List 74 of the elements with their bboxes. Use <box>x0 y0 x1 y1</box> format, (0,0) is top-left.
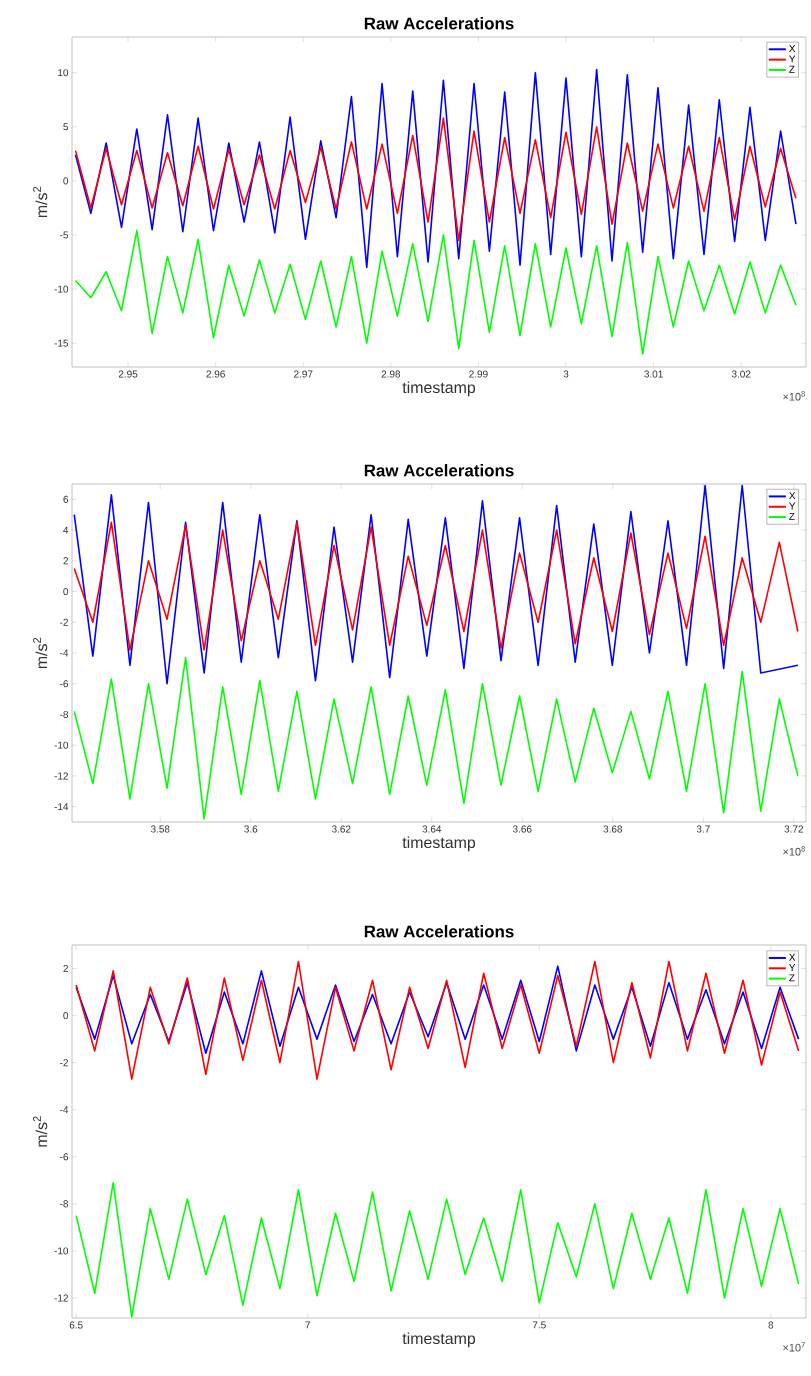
x-tick-label: 3.72 <box>784 825 803 833</box>
y-tick-label: -15 <box>54 339 69 347</box>
x-tick-label: 2.95 <box>118 370 138 378</box>
y-tick-label: -10 <box>54 1247 69 1255</box>
line-series <box>73 521 799 651</box>
x-tick-label: 6.5 <box>69 1321 83 1329</box>
x-tick-label: 3.68 <box>603 825 623 833</box>
line-series <box>74 117 797 242</box>
y-tick-label: 4 <box>63 526 69 534</box>
legend-label: X <box>789 953 796 961</box>
x-tick-label: 3.02 <box>731 370 751 378</box>
legend-label: Y <box>789 502 796 510</box>
y-tick-label: 5 <box>63 123 69 131</box>
x-tick-label: 2.96 <box>206 370 225 378</box>
x-axis-title: timestamp <box>402 1332 476 1348</box>
text: ×10$^{7}$ <box>783 1342 805 1352</box>
y-tick-label: -8 <box>60 1200 69 1208</box>
x-tick-label: 3.66 <box>512 825 532 833</box>
x-tick-label: 2.99 <box>469 370 488 378</box>
legend-label: Y <box>789 964 796 971</box>
x-tick-label: 3.7 <box>696 825 710 833</box>
y-tick-label: 10 <box>58 69 69 77</box>
y-tick-label: -8 <box>60 710 69 718</box>
x-axis-title: timestamp <box>402 381 476 397</box>
line-series <box>75 965 800 1055</box>
line-series <box>73 484 799 685</box>
x-tick-label: 7 <box>305 1321 310 1329</box>
y-axis-title: m/s$^{2}$ <box>33 1116 48 1147</box>
x-tick-label: 2.98 <box>381 370 401 378</box>
x-tick-label: 3 <box>563 370 569 378</box>
y-tick-label: -2 <box>60 618 68 626</box>
x-tick-label: 3.62 <box>331 825 351 833</box>
x-axis-title: timestamp <box>402 836 476 852</box>
legend-label: X <box>789 492 796 500</box>
legend-label: Y <box>789 55 796 63</box>
x-tick-label: 3.58 <box>150 825 170 833</box>
chart-title: Raw Accelerations <box>364 17 514 30</box>
y-tick-label: 0 <box>63 588 69 596</box>
y-tick-label: -2 <box>60 1059 68 1067</box>
y-tick-label: -10 <box>54 741 69 749</box>
text: ×10$^{8}$ <box>783 846 805 856</box>
x-tick-label: 2.97 <box>294 370 313 378</box>
text: ×10$^{8}$ <box>783 391 805 401</box>
x-tick-label: 7.5 <box>532 1321 546 1329</box>
y-tick-label: -14 <box>54 803 69 811</box>
x-tick-label: 3.6 <box>244 825 258 833</box>
x-tick-label: 8 <box>768 1321 774 1329</box>
y-tick-label: -12 <box>54 1294 68 1302</box>
x-tick-label: 3.64 <box>422 825 442 833</box>
x-tick-label: 3.01 <box>644 370 663 378</box>
y-tick-label: -4 <box>60 1106 69 1114</box>
legend-label: Z <box>789 65 795 73</box>
y-tick-label: 2 <box>63 965 68 973</box>
y-tick-label: -12 <box>54 772 68 780</box>
legend-label: Z <box>789 512 795 520</box>
y-tick-label: 6 <box>63 495 69 503</box>
y-tick-label: -10 <box>54 285 69 293</box>
y-tick-label: -6 <box>60 680 69 688</box>
line-series <box>73 656 799 820</box>
y-axis-title: m/s$^{2}$ <box>33 186 48 218</box>
chart-title: Raw Accelerations <box>364 464 514 477</box>
y-axis-title: m/s$^{2}$ <box>33 637 48 669</box>
y-tick-label: -6 <box>60 1153 69 1161</box>
line-series <box>74 229 797 355</box>
chart-title: Raw Accelerations <box>364 925 514 938</box>
y-tick-label: -5 <box>60 231 69 239</box>
legend-label: Z <box>789 974 795 982</box>
y-tick-label: -4 <box>60 649 69 657</box>
y-tick-label: 0 <box>63 177 69 185</box>
y-tick-label: 0 <box>63 1012 69 1020</box>
legend-label: X <box>789 45 796 52</box>
y-tick-label: 2 <box>63 557 68 565</box>
line-series <box>75 1181 800 1318</box>
line-series <box>75 960 800 1080</box>
